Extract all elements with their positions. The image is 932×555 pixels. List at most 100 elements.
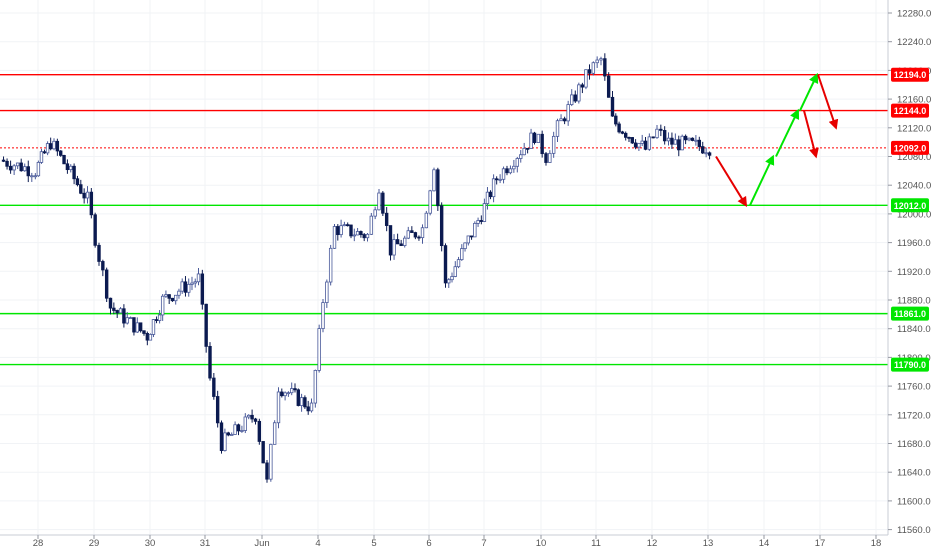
price-tick-label: 11720.0 <box>897 410 931 421</box>
candle-body <box>460 248 464 261</box>
price-tick-label: 11560.0 <box>897 525 931 536</box>
price-tick-label: 11960.0 <box>897 238 931 249</box>
candle-body <box>12 165 16 171</box>
time-axis[interactable]: 28 29 30 31 Jun 4 5 6 7 10 11 12 13 14 17 18 <box>0 534 888 549</box>
candle-body <box>170 297 175 302</box>
candle-body <box>164 294 168 297</box>
candle-body <box>566 104 570 122</box>
candle-body <box>647 136 652 150</box>
candle-body <box>614 115 618 125</box>
price-tick-label: 12000.0 <box>897 209 931 220</box>
candle-body <box>420 227 425 239</box>
candle-body <box>272 422 277 445</box>
projection-arrow-up[interactable] <box>775 108 800 157</box>
level-label-11790-0: 11790.0 <box>891 357 929 372</box>
candle-body <box>65 163 70 171</box>
candle-body <box>392 239 396 256</box>
candle-body <box>447 279 451 284</box>
candle-body <box>373 209 377 217</box>
candle-body <box>476 220 480 224</box>
candle-body <box>584 69 588 88</box>
price-tick-label: 12240.0 <box>897 37 931 48</box>
candle-body <box>82 192 86 199</box>
candle-body <box>505 168 509 174</box>
candle-body <box>463 242 467 250</box>
candle-body <box>283 392 287 397</box>
time-tick-label: 18 <box>871 538 882 549</box>
projection-arrow-down[interactable] <box>817 74 839 130</box>
candle-body <box>280 391 284 397</box>
projection-arrow-up[interactable] <box>749 154 775 206</box>
projection-arrow-down[interactable] <box>803 110 819 159</box>
time-tick-label: Jun <box>254 538 269 549</box>
candle-body <box>72 165 76 180</box>
price-tick-label: 11920.0 <box>897 267 931 278</box>
candle-body <box>633 142 638 148</box>
level-label-background <box>891 103 929 118</box>
candle-body <box>595 59 599 64</box>
candle-body <box>336 226 340 236</box>
candle-body <box>93 214 97 246</box>
candle-body <box>399 243 403 247</box>
candle-body <box>246 414 251 418</box>
candle-body <box>436 169 440 207</box>
candle-body <box>456 259 461 268</box>
candle-body <box>59 150 63 156</box>
candle-body <box>180 281 184 292</box>
candle-body <box>309 402 314 412</box>
time-tick-label: 12 <box>647 538 658 549</box>
candle-body <box>104 269 109 299</box>
level-label-12194-0: 12194.0 <box>891 67 929 82</box>
time-tick-label: 7 <box>481 538 486 549</box>
grid-layer <box>0 0 888 535</box>
time-tick-label: 31 <box>200 538 211 549</box>
candle-body <box>193 281 197 284</box>
candle-body <box>388 225 393 256</box>
candle-body <box>236 424 241 432</box>
candle-body <box>212 377 216 397</box>
candle-body <box>701 146 705 154</box>
candle-body <box>587 69 592 74</box>
candle-body <box>707 152 712 156</box>
candle-body <box>142 330 146 334</box>
candle-body <box>349 224 353 237</box>
level-label-background <box>891 306 929 321</box>
candle-body <box>482 203 487 222</box>
candle-body <box>491 178 496 198</box>
candle-body <box>704 152 708 155</box>
candle-body <box>432 169 436 192</box>
projection-arrow-up[interactable] <box>799 72 819 112</box>
level-label-background <box>891 198 929 213</box>
candle-body <box>265 462 269 480</box>
candle-body <box>122 308 126 324</box>
candle-body <box>365 233 370 239</box>
candle-body <box>306 406 310 412</box>
candle-body <box>697 139 702 147</box>
candle-body <box>501 168 506 180</box>
time-tick-label: 30 <box>145 538 156 549</box>
candle-body <box>512 165 516 170</box>
candle-body <box>15 162 20 167</box>
candle-body <box>362 234 366 239</box>
candle-body <box>269 443 273 480</box>
candle-body <box>443 245 448 284</box>
candle-body <box>525 147 530 150</box>
candle-body <box>115 310 119 314</box>
candle-body <box>428 190 432 214</box>
level-label-12144-0: 12144.0 <box>891 103 929 118</box>
candle-body <box>226 432 230 436</box>
candle-body <box>529 132 533 149</box>
projection-arrows <box>715 72 839 207</box>
candle-body <box>620 131 625 134</box>
candle-body <box>325 281 329 303</box>
candle-body <box>680 135 684 151</box>
time-tick-label: 14 <box>759 538 770 549</box>
candle-body <box>424 212 429 229</box>
level-label-background <box>891 67 929 82</box>
candle-body <box>488 191 493 198</box>
time-tick-label: 5 <box>371 538 376 549</box>
candle-body <box>321 302 325 329</box>
projection-arrow-down[interactable] <box>715 155 748 207</box>
